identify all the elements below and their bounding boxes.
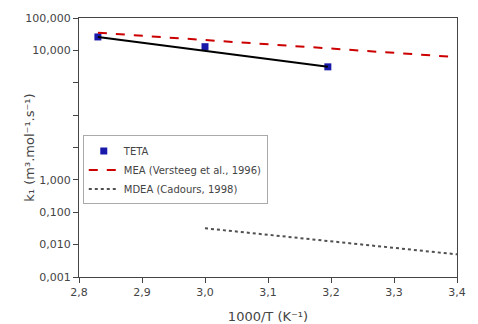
svg-text:3,4: 3,4 (448, 286, 466, 299)
svg-text:3,0: 3,0 (196, 286, 214, 299)
svg-text:k₁ (m³.mol⁻¹.s⁻¹): k₁ (m³.mol⁻¹.s⁻¹) (22, 93, 37, 201)
svg-text:3,3: 3,3 (385, 286, 403, 299)
svg-text:3,2: 3,2 (322, 286, 340, 299)
svg-text:1000/T (K⁻¹): 1000/T (K⁻¹) (228, 309, 308, 324)
svg-text:0,001: 0,001 (39, 271, 71, 284)
svg-text:MDEA (Cadours, 1998): MDEA (Cadours, 1998) (124, 184, 238, 195)
svg-text:100,000: 100,000 (25, 12, 71, 25)
svg-text:2,8: 2,8 (70, 286, 88, 299)
svg-text:3,1: 3,1 (259, 286, 277, 299)
svg-text:MEA (Versteeg et al., 1996): MEA (Versteeg et al., 1996) (124, 165, 261, 176)
svg-text:1,000: 1,000 (39, 174, 71, 187)
svg-text:0,100: 0,100 (39, 206, 71, 219)
svg-text:2,9: 2,9 (133, 286, 151, 299)
svg-text:0,010: 0,010 (39, 238, 71, 251)
svg-text:TETA: TETA (123, 146, 149, 157)
svg-text:10,000: 10,000 (32, 44, 71, 57)
